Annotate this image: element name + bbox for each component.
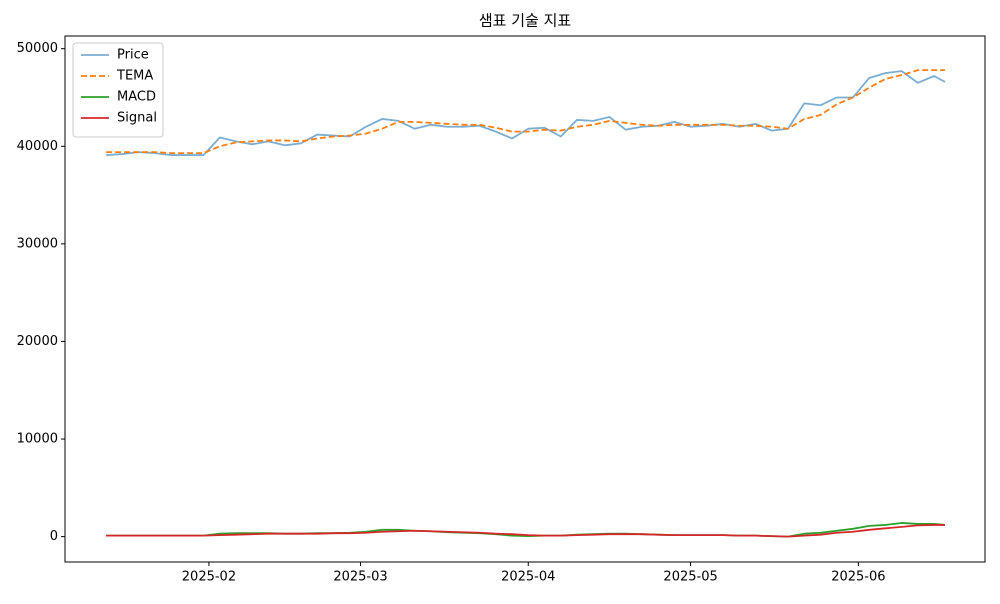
chart-title: 샘표 기술 지표: [479, 12, 572, 30]
y-tick-label: 50000: [17, 41, 58, 56]
x-tick-label: 2025-04: [501, 570, 555, 585]
x-tick-label: 2025-02: [182, 570, 236, 585]
x-tick-label: 2025-06: [831, 570, 885, 585]
legend-label: TEMA: [116, 69, 153, 84]
line-series: [106, 524, 945, 538]
line-series: [106, 69, 945, 155]
y-tick-label: 40000: [17, 139, 58, 154]
line-series: [106, 522, 946, 538]
legend-label: Signal: [117, 111, 157, 126]
y-tick-label: 20000: [17, 334, 58, 349]
plot-frame: [64, 35, 986, 563]
y-tick-label: 30000: [17, 236, 58, 251]
y-tick-label: 10000: [17, 432, 58, 447]
y-tick-label: 0: [50, 529, 58, 544]
line-series: [106, 70, 946, 156]
legend-label: MACD: [117, 90, 156, 105]
x-tick-label: 2025-03: [333, 570, 387, 585]
legend-box: [72, 42, 164, 138]
x-tick-label: 2025-05: [663, 570, 717, 585]
legend-label: Price: [117, 48, 149, 63]
